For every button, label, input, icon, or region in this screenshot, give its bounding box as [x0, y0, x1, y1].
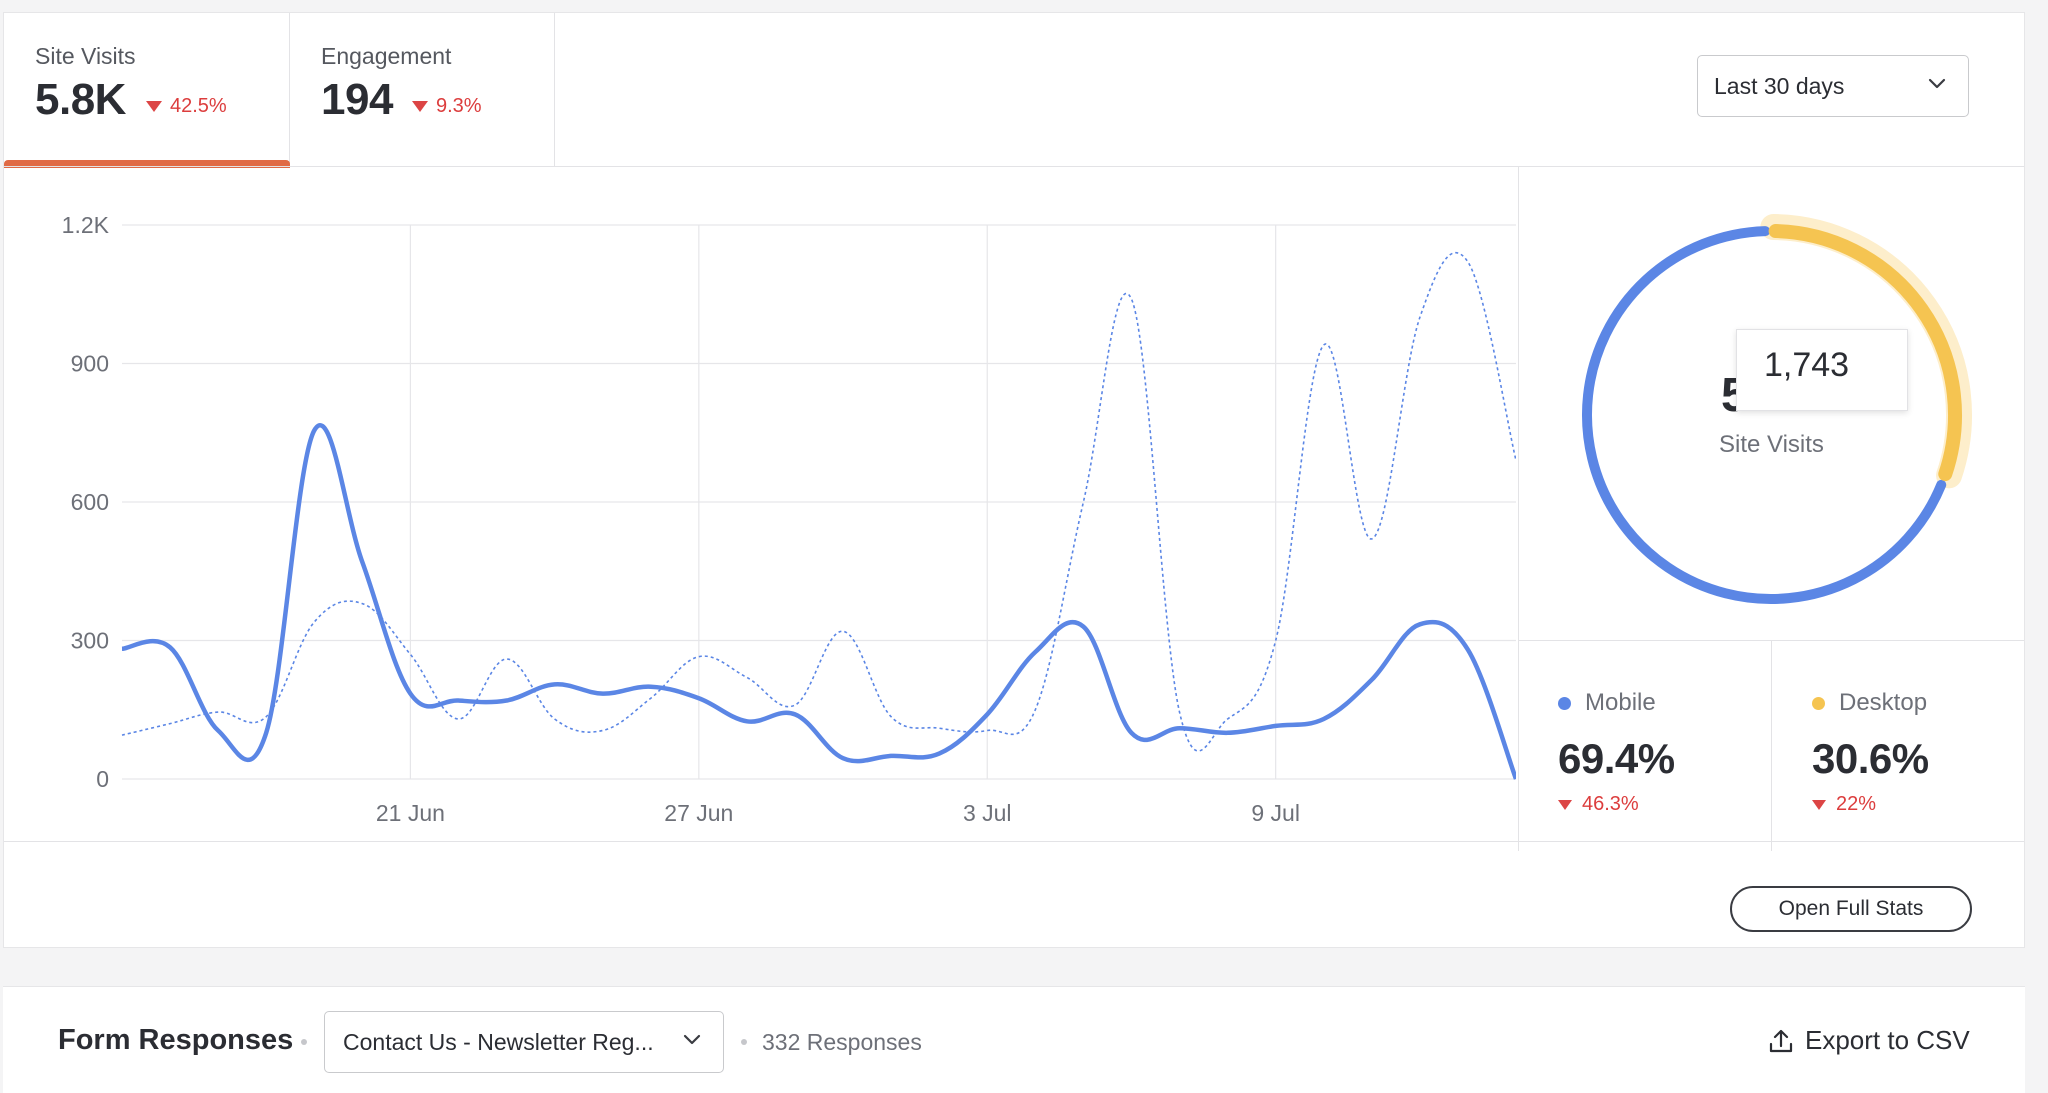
chart-side-divider	[1518, 166, 1519, 851]
form-select-value: Contact Us - Newsletter Reg...	[343, 1028, 654, 1055]
donut-segment-mobile[interactable]	[1582, 226, 1947, 604]
series-line-solid	[121, 423, 1516, 780]
trend-down-icon	[1558, 799, 1572, 810]
legend-mobile: Mobile 69.4% 46.3%	[1558, 689, 1675, 816]
date-range-select[interactable]: Last 30 days	[1697, 55, 1969, 117]
donut-segment-desktop[interactable]	[1768, 224, 1962, 482]
header-divider	[4, 166, 2024, 167]
trend-down-icon	[1812, 799, 1826, 810]
chevron-down-icon	[1928, 78, 1946, 89]
y-tick-label: 900	[71, 351, 109, 377]
date-range-value: Last 30 days	[1714, 72, 1845, 99]
y-tick-label: 0	[96, 766, 109, 792]
active-tab-indicator	[4, 160, 290, 168]
tab-engagement[interactable]: Engagement 194 9.3%	[290, 13, 555, 167]
upload-icon	[1769, 1029, 1793, 1052]
x-tick-label: 3 Jul	[963, 800, 1012, 826]
tab-delta-value: 42.5%	[170, 95, 227, 117]
trend-down-icon	[412, 101, 428, 112]
tab-title: Site Visits	[35, 43, 136, 69]
legend-label: Mobile	[1585, 689, 1656, 716]
x-tick-label: 27 Jun	[664, 800, 733, 826]
trend-down-icon	[146, 101, 162, 112]
legend-column-divider	[1771, 640, 1772, 851]
series-line-dotted	[121, 252, 1516, 752]
tab-site-visits[interactable]: Site Visits 5.8K 42.5%	[4, 13, 290, 168]
x-tick-label: 21 Jun	[376, 800, 445, 826]
tab-value: 194	[321, 75, 393, 124]
tab-delta: 9.3%	[412, 95, 482, 118]
y-tick-label: 1.2K	[62, 212, 110, 238]
tab-value: 5.8K	[35, 75, 126, 124]
form-responses-bar: Form Responses Contact Us - Newsletter R…	[3, 986, 2025, 1093]
stats-card: Site Visits 5.8K 42.5% Engagement 194 9.…	[3, 12, 2025, 948]
legend-delta: 22%	[1836, 793, 1877, 815]
form-select[interactable]: Contact Us - Newsletter Reg...	[324, 1011, 724, 1073]
form-responses-title: Form Responses	[58, 1024, 294, 1056]
separator-dot	[301, 1039, 307, 1045]
chart-tooltip: 1,743	[1736, 329, 1908, 411]
tab-delta: 42.5%	[146, 95, 227, 118]
tab-title: Engagement	[321, 43, 452, 69]
separator-dot	[741, 1039, 747, 1045]
site-visits-line-chart: 1.2K 900 600 300 0 21 Jun 27 Jun 3 Jul 9 Jul	[62, 212, 1516, 826]
desktop-dot-icon	[1812, 696, 1825, 710]
export-csv-button[interactable]: Export to CSV	[1769, 1025, 1970, 1056]
legend-desktop: Desktop 30.6% 22%	[1812, 689, 1929, 816]
x-tick-label: 9 Jul	[1251, 800, 1300, 826]
y-tick-label: 300	[71, 628, 109, 654]
donut-center-label: Site Visits	[1719, 431, 1824, 458]
legend-delta: 46.3%	[1582, 793, 1639, 815]
y-tick-label: 600	[71, 489, 109, 515]
export-label: Export to CSV	[1805, 1025, 1970, 1055]
tab-delta-value: 9.3%	[436, 95, 482, 117]
open-full-stats-button[interactable]: Open Full Stats	[1730, 886, 1972, 932]
legend-value: 30.6%	[1812, 735, 1929, 782]
chart-footer-divider	[4, 841, 2024, 842]
device-donut-chart	[1582, 214, 1972, 604]
legend-label: Desktop	[1839, 689, 1928, 716]
legend-value: 69.4%	[1558, 735, 1675, 782]
mobile-dot-icon	[1558, 696, 1571, 710]
responses-count: 332 Responses	[762, 1029, 922, 1055]
chevron-down-icon	[683, 1034, 701, 1045]
